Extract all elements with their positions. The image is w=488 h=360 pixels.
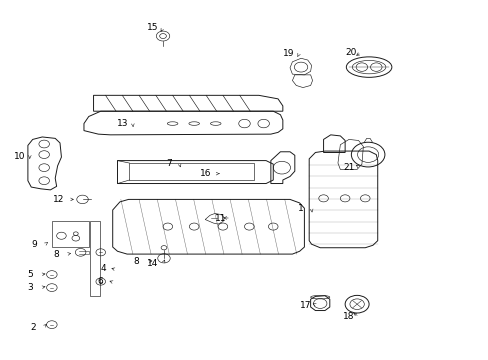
Text: 21: 21 [343,163,354,172]
Text: 10: 10 [14,152,25,161]
Text: 4: 4 [100,264,106,273]
Text: 7: 7 [165,158,171,167]
Text: 2: 2 [30,323,36,332]
Text: 13: 13 [116,119,128,128]
Text: 15: 15 [146,23,158,32]
Text: 17: 17 [300,301,311,310]
Text: 1: 1 [298,204,304,213]
Text: 14: 14 [146,260,158,269]
Text: 19: 19 [282,49,294,58]
Text: 18: 18 [343,312,354,321]
Bar [52,221,89,247]
Text: 20: 20 [345,48,356,57]
Text: 6: 6 [98,277,103,286]
Bar [129,163,254,180]
Text: 8: 8 [54,249,60,258]
Text: 11: 11 [214,213,226,222]
Text: 9: 9 [32,240,38,249]
Text: 3: 3 [27,283,33,292]
Text: 12: 12 [53,195,64,204]
Bar [90,221,100,296]
Text: 8: 8 [134,257,139,266]
Text: 5: 5 [27,270,33,279]
Text: 16: 16 [200,169,211,178]
